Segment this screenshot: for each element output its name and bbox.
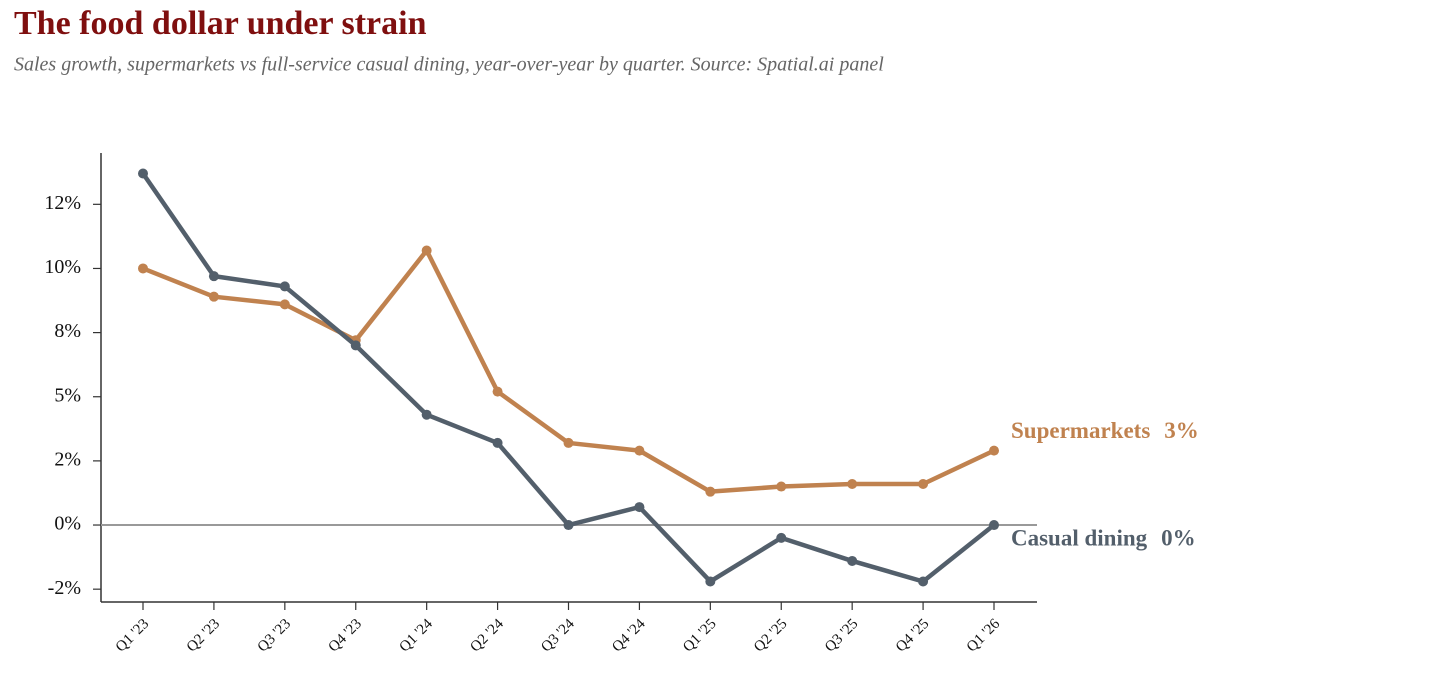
y-tick-label: 10% <box>44 256 81 278</box>
data-point <box>138 263 148 274</box>
data-point <box>776 481 787 492</box>
data-point <box>563 437 574 448</box>
data-point <box>918 576 929 587</box>
data-point <box>989 445 999 456</box>
x-tick-label: Q3 '24 <box>538 616 578 656</box>
data-point <box>208 271 219 282</box>
chart-title: The food dollar under strain <box>14 5 427 42</box>
data-point <box>776 532 787 543</box>
value-label: 0% <box>1161 525 1196 550</box>
x-tick-label: Q3 '23 <box>255 616 294 655</box>
data-point <box>138 168 148 179</box>
x-tick-label: Q4 '24 <box>609 616 649 656</box>
series-label: Casual dining <box>1011 525 1148 550</box>
data-point <box>279 299 290 310</box>
data-point <box>421 245 432 256</box>
x-tick-label: Q1 '23 <box>113 616 152 655</box>
y-tick-label: 12% <box>44 192 81 214</box>
data-point <box>492 437 503 448</box>
value-label: 3% <box>1164 418 1199 443</box>
x-tick-label: Q2 '23 <box>184 616 223 655</box>
x-tick-label: Q2 '25 <box>751 616 790 655</box>
x-tick-label: Q2 '24 <box>467 616 507 656</box>
y-tick-label: 8% <box>54 320 81 342</box>
x-tick-label: Q1 '24 <box>396 616 436 656</box>
series-line <box>142 248 995 494</box>
y-tick-label: 0% <box>54 513 81 535</box>
data-point <box>989 520 999 531</box>
data-point <box>421 409 432 420</box>
data-point <box>563 520 574 531</box>
data-point <box>847 555 858 566</box>
chart-subtitle: Sales growth, supermarkets vs full-servi… <box>14 54 884 76</box>
x-tick-label: Q1 '26 <box>964 616 1004 656</box>
data-point <box>705 576 716 587</box>
data-point <box>492 386 503 397</box>
series-label: Supermarkets <box>1011 418 1150 443</box>
data-point <box>847 478 858 489</box>
x-tick-label: Q4 '23 <box>326 616 365 655</box>
x-tick-label: Q3 '25 <box>822 616 861 655</box>
x-tick-label: Q1 '25 <box>680 616 719 655</box>
data-point <box>208 291 219 302</box>
data-point <box>634 502 645 513</box>
y-tick-label: -2% <box>48 577 81 599</box>
y-tick-label: 5% <box>54 384 81 406</box>
data-point <box>918 478 929 489</box>
data-point <box>705 486 716 497</box>
y-tick-label: 2% <box>54 448 81 470</box>
x-tick-label: Q4 '25 <box>893 616 932 655</box>
data-point <box>350 340 361 351</box>
data-point <box>279 281 290 292</box>
data-point <box>634 445 645 456</box>
